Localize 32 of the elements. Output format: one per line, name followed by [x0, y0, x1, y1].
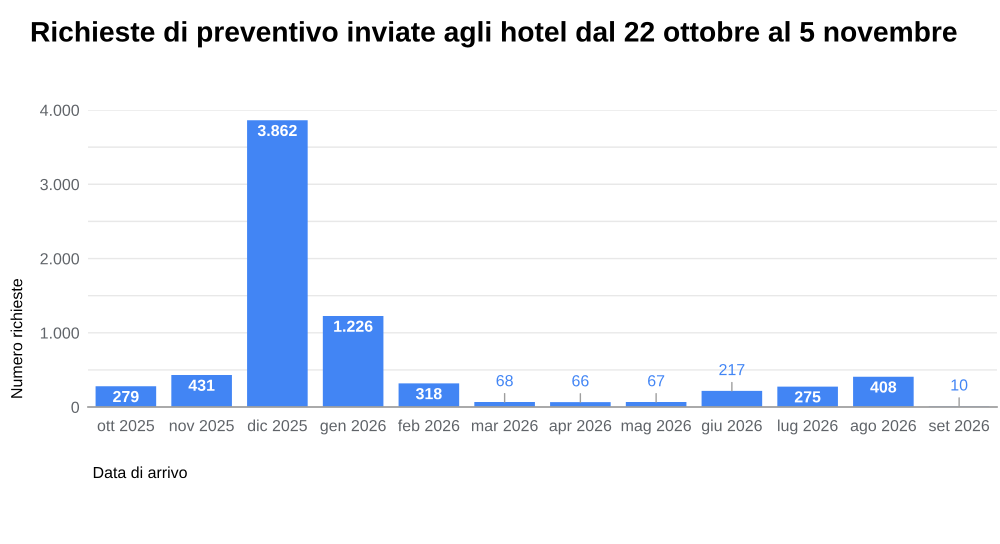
- data-label: 318: [416, 388, 442, 400]
- x-tick-label: ott 2025: [98, 420, 154, 432]
- data-label: 279: [113, 390, 139, 402]
- data-label: 275: [794, 391, 821, 402]
- y-tick-label: 4.000: [40, 104, 80, 116]
- x-tick-label: giu 2026: [702, 420, 762, 434]
- y-tick-label: 2.000: [40, 253, 80, 264]
- y-axis-title: Numero richieste: [10, 279, 22, 398]
- x-tick-label: mag 2026: [622, 420, 691, 434]
- x-tick-label: dic 2025: [248, 420, 307, 432]
- data-label: 66: [572, 375, 589, 386]
- data-label: 10: [951, 379, 968, 391]
- data-label: 1.226: [334, 320, 373, 332]
- x-tick-label: feb 2026: [398, 420, 460, 432]
- data-label: 217: [719, 364, 744, 376]
- x-tick-label: gen 2026: [320, 420, 386, 434]
- x-tick-label: ago 2026: [850, 420, 916, 434]
- data-label: 431: [188, 380, 215, 391]
- x-tick-label: nov 2025: [170, 420, 234, 432]
- x-axis-title: Data di arrivo: [94, 466, 187, 478]
- x-tick-label: mar 2026: [472, 420, 538, 432]
- y-tick-label: 1.000: [40, 327, 80, 339]
- x-tick-label: apr 2026: [550, 420, 612, 434]
- data-label: 68: [496, 375, 513, 386]
- y-tick-label: 0: [71, 402, 80, 413]
- y-tick-label: 3.000: [40, 178, 80, 190]
- chart-title: Richieste di preventivo inviate agli hotel dal 22 ottobre al 5 novembre: [32, 21, 957, 48]
- data-label: 67: [648, 375, 664, 386]
- x-tick-label: lug 2026: [778, 420, 838, 434]
- data-label: 3.862: [258, 124, 297, 136]
- x-tick-label: set 2026: [928, 420, 990, 432]
- data-label: 408: [870, 381, 896, 393]
